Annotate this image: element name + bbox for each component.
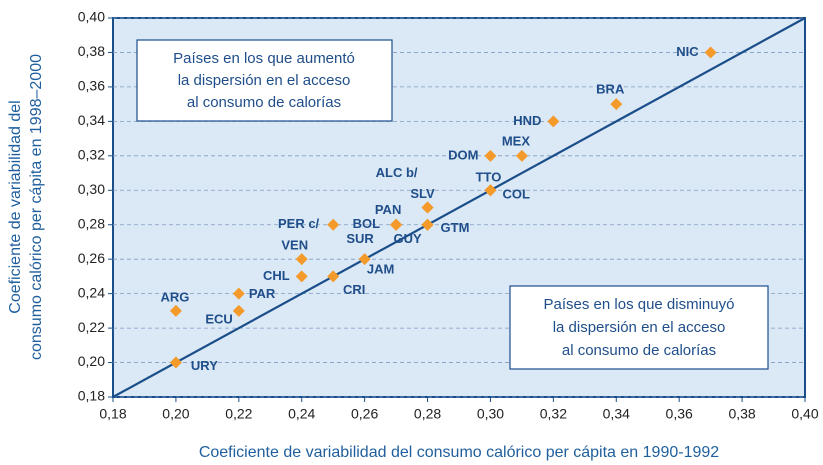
annotation: la dispersión en el acceso (178, 72, 351, 89)
point-label: SUR (346, 231, 374, 246)
y-axis-title: Coeficiente de variabilidad del (7, 100, 24, 313)
x-tick-label: 0,22 (225, 406, 252, 422)
annotation: la dispersión en el acceso (553, 319, 726, 336)
point (421, 201, 434, 214)
x-tick-label: 0,18 (99, 406, 126, 422)
point-label: ECU (205, 311, 232, 326)
point-label: ARG (160, 289, 189, 304)
point (232, 304, 245, 317)
point-label: TTO (476, 170, 502, 185)
point-label: CRI (343, 282, 365, 297)
marks (112, 17, 806, 398)
point-label: MEX (502, 133, 531, 148)
point (327, 270, 340, 283)
point-label: PER c/ (278, 216, 320, 231)
point-label: NIC (676, 44, 699, 59)
y-axis-title: consumo calórico per cápita en 1998–2000 (28, 54, 45, 360)
point (610, 98, 623, 111)
point-label: HND (513, 113, 541, 128)
point (421, 218, 434, 231)
point (704, 46, 717, 59)
point-label: URY (191, 358, 218, 373)
point (515, 149, 528, 162)
annotation: al consumo de calorías (187, 94, 341, 111)
point-label: BRA (596, 82, 625, 97)
y-tick-label: 0,18 (78, 388, 105, 404)
point (547, 115, 560, 128)
point (169, 304, 182, 317)
x-axis-title: Coeficiente de variabilidad del consumo … (199, 444, 719, 461)
point-label: GUY (393, 231, 422, 246)
point-label: COL (502, 187, 530, 202)
x-tick-label: 0,38 (728, 406, 755, 422)
y-tick-label: 0,26 (78, 250, 105, 266)
y-tick-label: 0,32 (78, 147, 105, 163)
diagonal-line (112, 17, 806, 398)
x-tick-label: 0,34 (603, 406, 630, 422)
point (169, 356, 182, 369)
point-label: DOM (448, 147, 478, 162)
x-tick-label: 0,26 (351, 406, 378, 422)
point (358, 253, 371, 266)
x-tick-label: 0,32 (540, 406, 567, 422)
y-tick-label: 0,40 (78, 9, 105, 25)
point-label: PAR (249, 286, 276, 301)
point (232, 287, 245, 300)
x-tick-label: 0,40 (791, 406, 818, 422)
y-tick-label: 0,30 (78, 181, 105, 197)
annotation-box (136, 39, 393, 122)
y-tick-label: 0,36 (78, 78, 105, 94)
y-tick-label: 0,22 (78, 319, 105, 335)
point-label: SLV (410, 186, 435, 201)
point-label: VEN (281, 238, 308, 253)
annotation: al consumo de calorías (562, 342, 716, 359)
point (390, 218, 403, 231)
y-tick-label: 0,38 (78, 43, 105, 59)
y-tick-label: 0,34 (78, 112, 105, 128)
point (484, 184, 497, 197)
annotation-box (509, 285, 769, 370)
x-tick-label: 0,20 (162, 406, 189, 422)
point (295, 253, 308, 266)
point (295, 270, 308, 283)
y-tick-label: 0,28 (78, 215, 105, 231)
point-label: PAN (375, 202, 401, 217)
point-label: ALC b/ (376, 165, 418, 180)
point-label: CHL (263, 268, 290, 283)
point (484, 149, 497, 162)
annotation: Países en los que aumentó (173, 50, 355, 67)
annotation: Países en los que disminuyó (544, 296, 735, 313)
point (327, 218, 340, 231)
point-label: GTM (441, 220, 470, 235)
x-tick-label: 0,30 (477, 406, 504, 422)
point-label: JAM (367, 262, 394, 277)
y-tick-label: 0,24 (78, 284, 105, 300)
x-tick-label: 0,24 (288, 406, 315, 422)
x-tick-label: 0,36 (666, 406, 693, 422)
x-tick-label: 0,28 (414, 406, 441, 422)
y-tick-label: 0,20 (78, 353, 105, 369)
point-label: BOL (353, 216, 381, 231)
